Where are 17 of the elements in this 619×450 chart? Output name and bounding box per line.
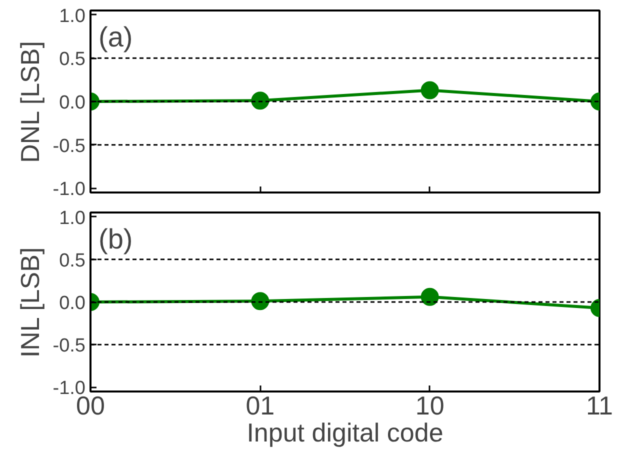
y-tick-label: 0.0 xyxy=(59,293,86,314)
x-tick-label: 11 xyxy=(586,390,614,420)
y-tick-label: 0.0 xyxy=(59,92,86,114)
y-tick-label: -0.5 xyxy=(52,336,86,357)
y-tick-label: 0.5 xyxy=(59,250,86,272)
y-tick-label: -1.0 xyxy=(52,179,86,200)
x-tick-label: 01 xyxy=(246,390,275,420)
y-tick-label: 1.0 xyxy=(59,208,86,229)
y-tick-label: 0.5 xyxy=(59,49,86,70)
annotation: (a) xyxy=(98,22,133,52)
annotation: (b) xyxy=(98,224,133,254)
y-tick-label: -0.5 xyxy=(52,136,86,157)
x-axis-title: Input digital code xyxy=(246,418,444,448)
y-axis-title: INL [LSB] xyxy=(14,247,45,358)
y-tick-label: 1.0 xyxy=(59,6,86,27)
y-axis-title: DNL [LSB] xyxy=(14,41,45,163)
x-tick-label: 10 xyxy=(415,390,444,420)
